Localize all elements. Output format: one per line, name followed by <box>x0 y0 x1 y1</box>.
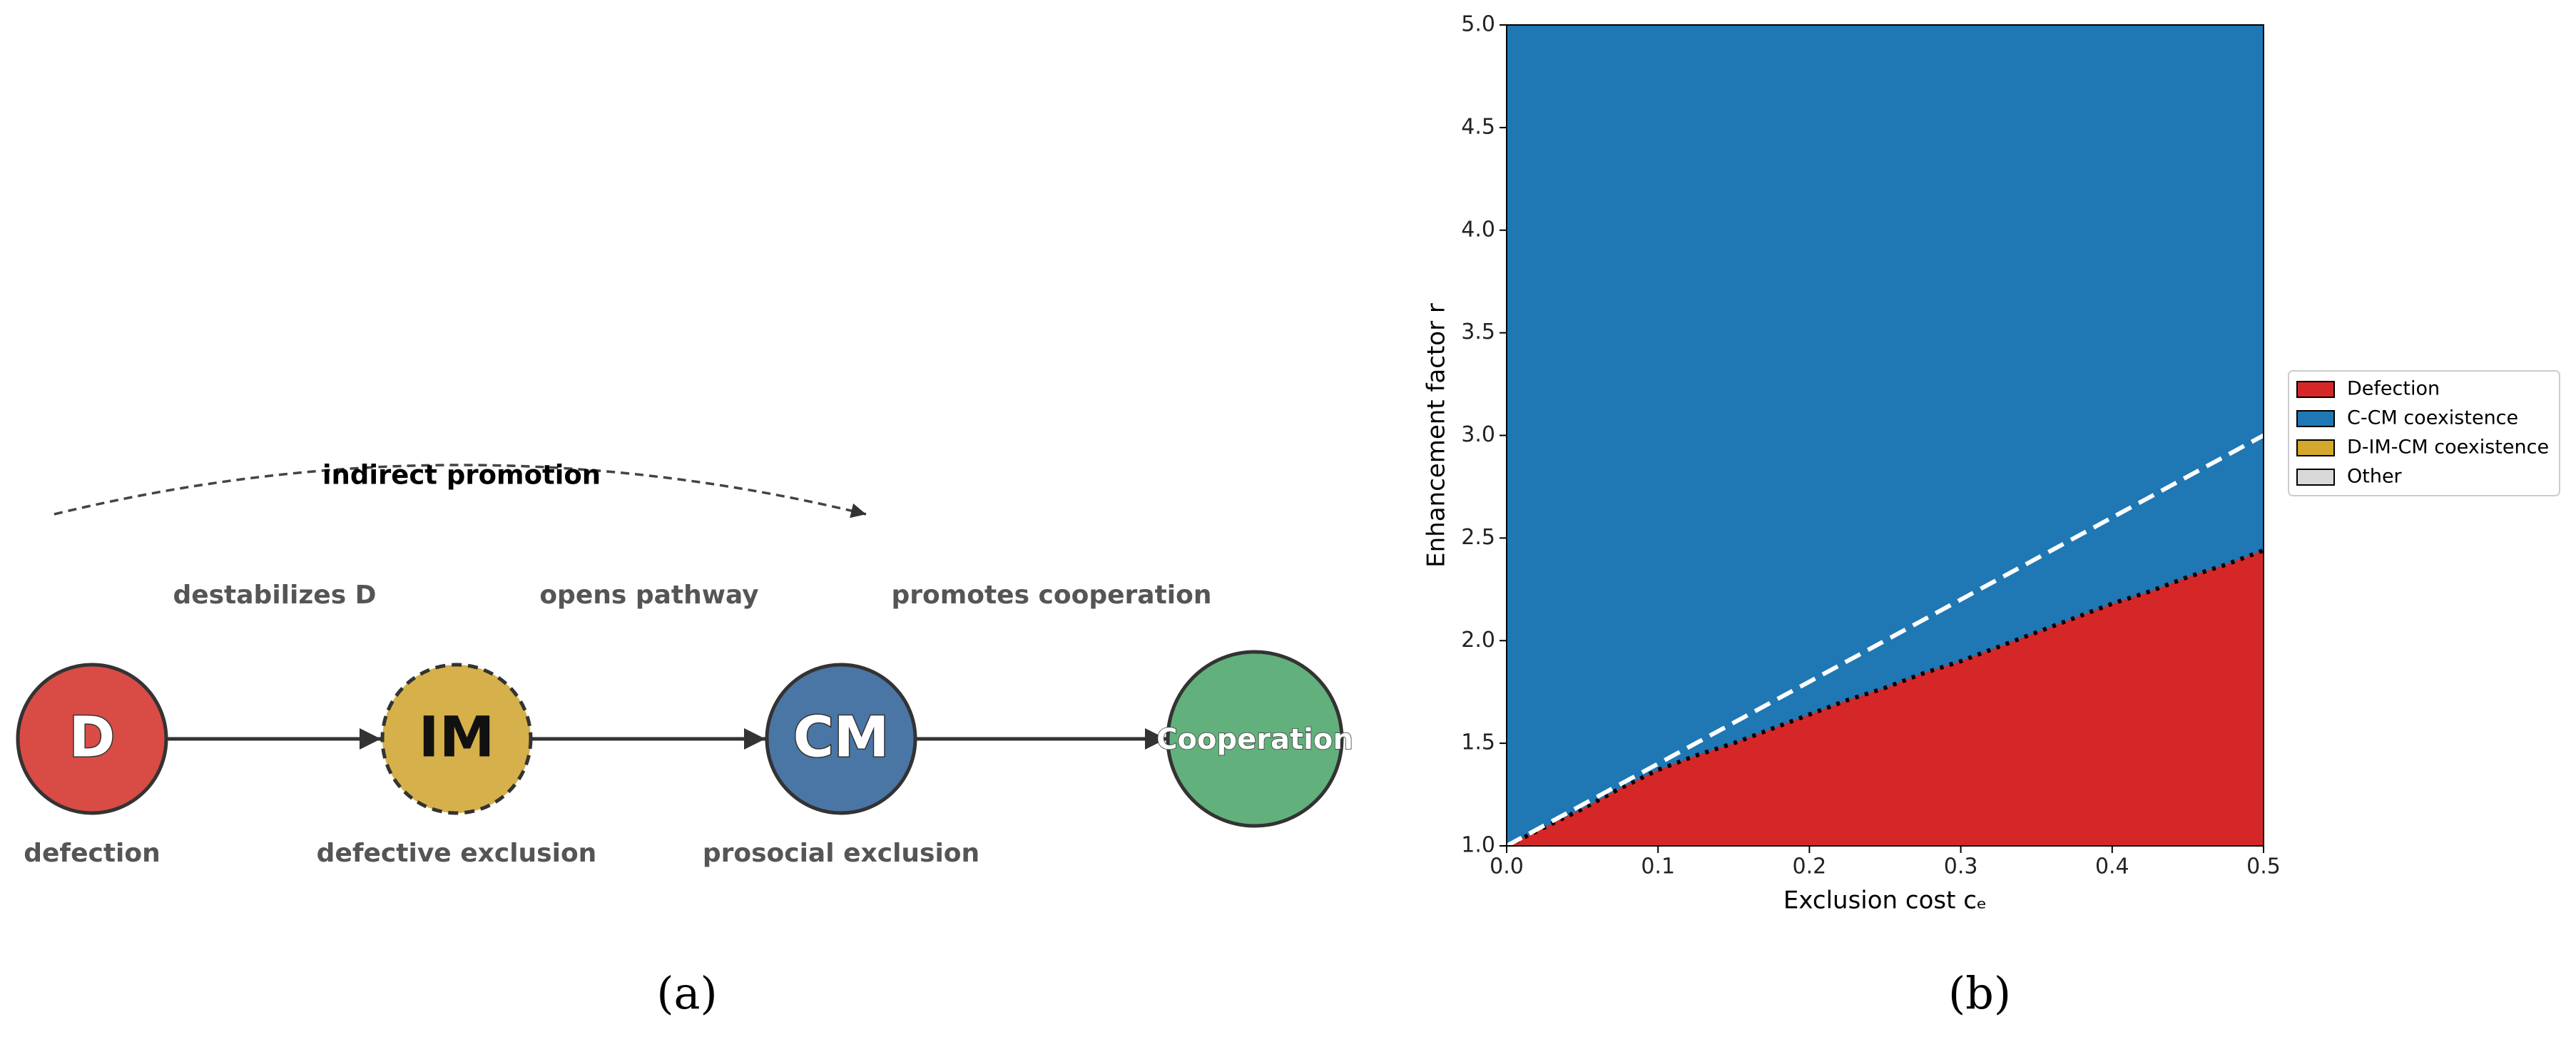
x-tick-label: 0.1 <box>1641 854 1675 879</box>
indirect-arc <box>54 464 867 518</box>
node <box>380 663 533 815</box>
edge-label: promotes cooperation <box>891 581 1211 610</box>
node <box>765 663 917 815</box>
y-tick-label: 5.0 <box>1461 12 1495 37</box>
legend-swatch <box>2296 381 2335 398</box>
x-tick-label: 0.5 <box>2246 854 2281 879</box>
legend-label: D-IM-CM coexistence <box>2347 436 2549 459</box>
region-defection <box>1507 550 2264 846</box>
x-tick-label: 0.0 <box>1490 854 1524 879</box>
x-tick-label: 0.2 <box>1793 854 1827 879</box>
node-label: CM <box>793 705 890 770</box>
node-caption: defective exclusion <box>317 839 597 868</box>
x-tick-label: 0.3 <box>1944 854 1978 879</box>
indirect-label: indirect promotion <box>322 460 601 491</box>
node-label: D <box>69 705 116 770</box>
y-axis-label: Enhancement factor r <box>1422 303 1451 568</box>
node-label: IM <box>419 705 495 770</box>
boundary-line <box>1505 548 2265 848</box>
node-label: Cooperation <box>1156 723 1353 756</box>
y-tick-label: 1.5 <box>1461 730 1495 755</box>
legend-label: Defection <box>2347 378 2440 400</box>
node <box>16 663 168 815</box>
legend-label: C-CM coexistence <box>2347 407 2518 429</box>
y-tick-label: 1.0 <box>1461 833 1495 858</box>
node <box>1166 650 1344 828</box>
edge-label: destabilizes D <box>173 581 376 610</box>
y-tick-label: 3.5 <box>1461 320 1495 344</box>
caption-a: (a) <box>656 967 717 1019</box>
x-axis-label: Exclusion cost cₑ <box>1783 887 1987 915</box>
y-tick-label: 4.5 <box>1461 114 1495 139</box>
legend: Defection C-CM coexistence D-IM-CM coexist… <box>2288 370 2560 496</box>
legend-swatch <box>2296 410 2335 427</box>
legend-swatch <box>2296 439 2335 456</box>
x-tick-label: 0.4 <box>2095 854 2129 879</box>
reference-line <box>1505 433 2265 848</box>
y-tick-label: 4.0 <box>1461 217 1495 242</box>
legend-box <box>2288 370 2560 496</box>
legend-swatch <box>2296 469 2335 486</box>
caption-b: (b) <box>1948 967 2011 1019</box>
y-tick-label: 3.0 <box>1461 422 1495 447</box>
node-caption: prosocial exclusion <box>703 839 979 868</box>
y-tick-label: 2.0 <box>1461 628 1495 653</box>
edge-label: opens pathway <box>539 581 758 610</box>
node-caption: defection <box>24 839 161 868</box>
legend-label: Other <box>2347 466 2403 488</box>
y-tick-label: 2.5 <box>1461 525 1495 550</box>
